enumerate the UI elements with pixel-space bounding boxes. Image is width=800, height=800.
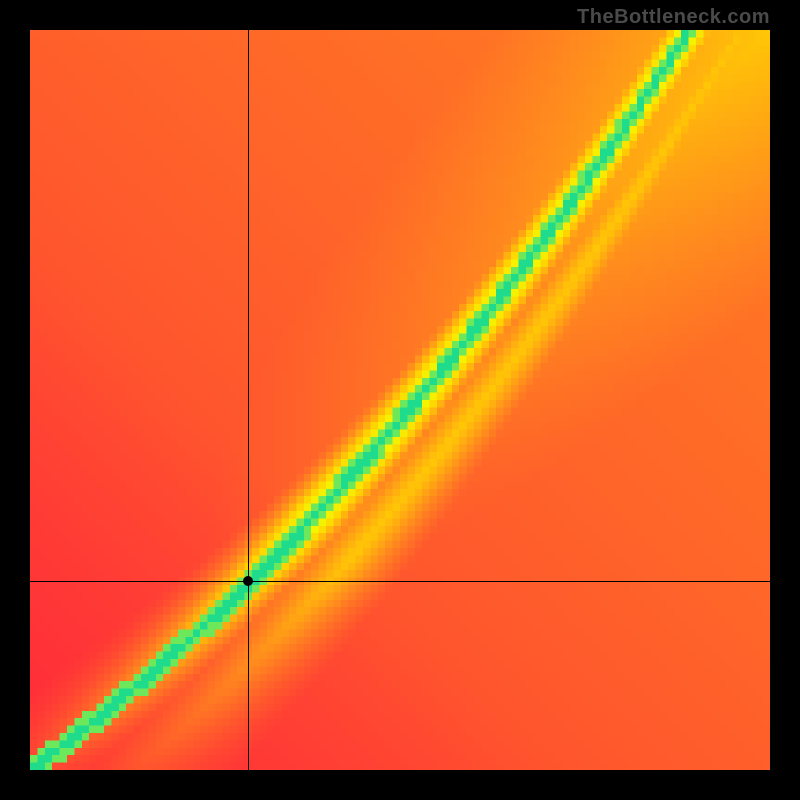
- bottleneck-heatmap: [30, 30, 770, 770]
- watermark-text: TheBottleneck.com: [577, 6, 770, 29]
- crosshair-horizontal: [30, 581, 770, 582]
- plot-area: [30, 30, 770, 770]
- crosshair-dot: [243, 576, 253, 586]
- crosshair-vertical: [248, 30, 249, 770]
